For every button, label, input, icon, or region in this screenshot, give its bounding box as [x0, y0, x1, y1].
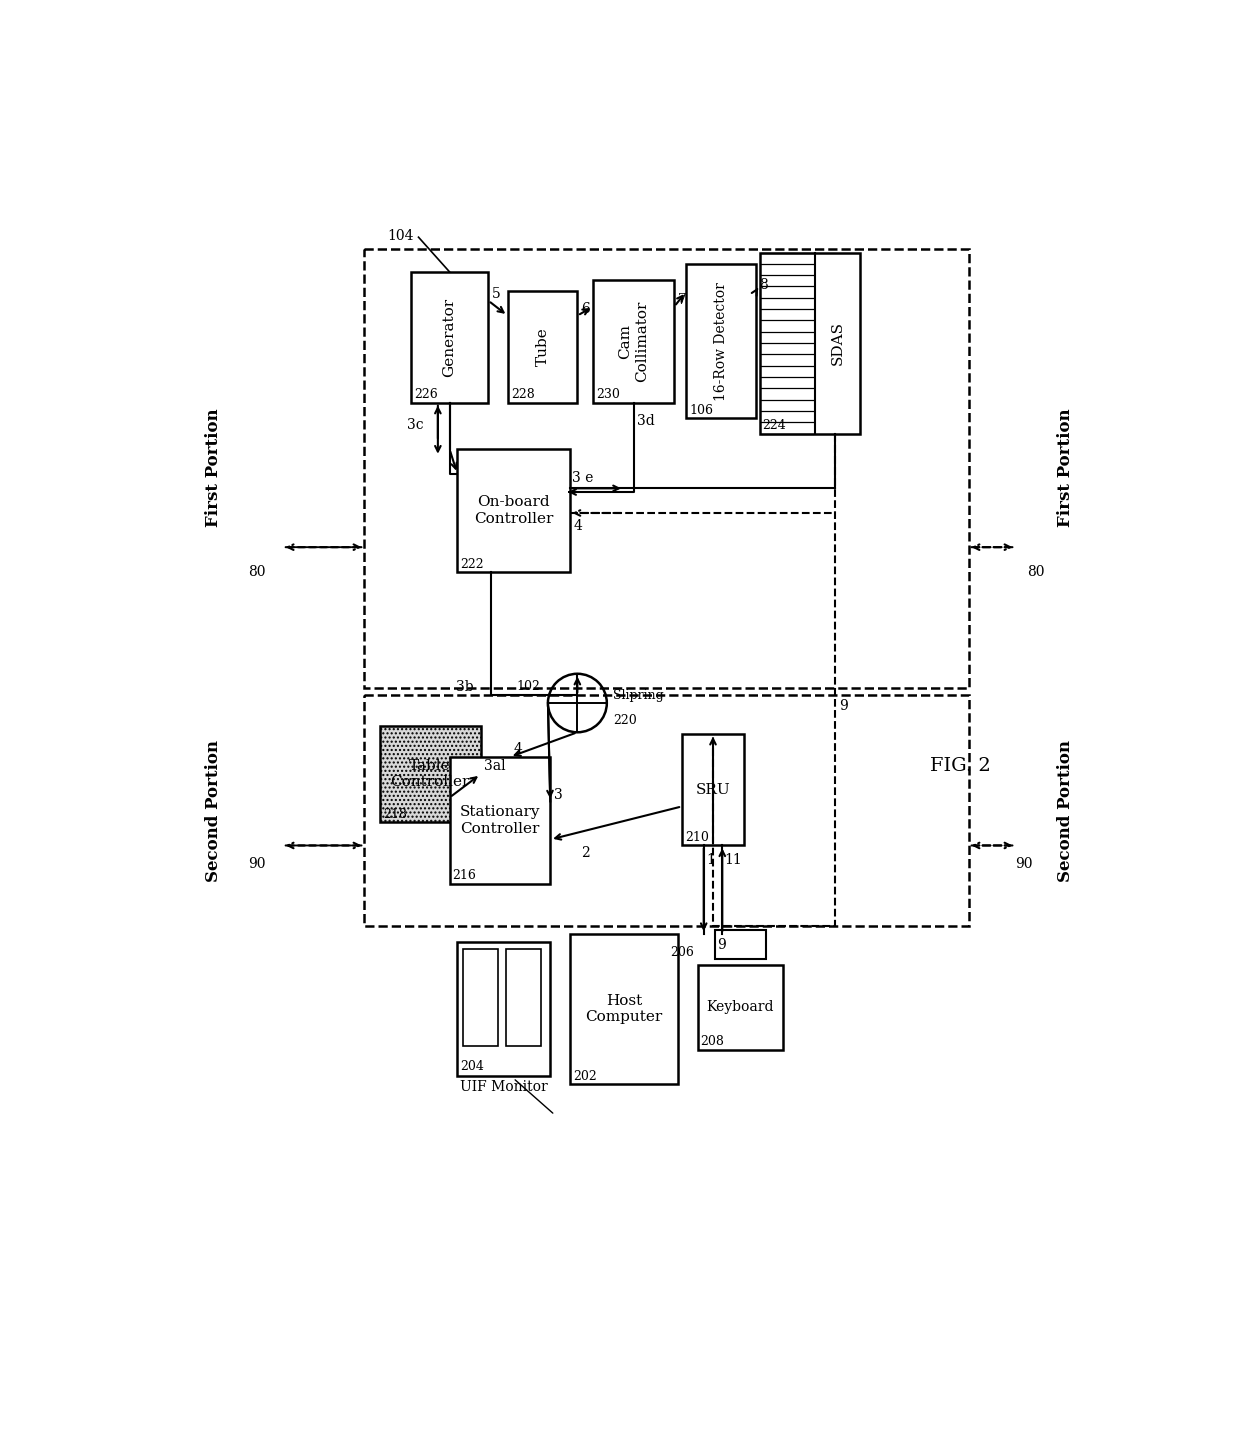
Text: SRU: SRU [696, 783, 730, 797]
Text: Slipring: Slipring [613, 688, 663, 701]
Text: On-board
Controller: On-board Controller [474, 495, 553, 525]
Text: 11: 11 [724, 853, 743, 867]
FancyBboxPatch shape [506, 949, 541, 1046]
FancyBboxPatch shape [464, 949, 498, 1046]
Text: 80: 80 [1027, 565, 1044, 578]
Text: Second Portion: Second Portion [1058, 740, 1074, 881]
Text: 4: 4 [513, 741, 523, 756]
FancyBboxPatch shape [697, 964, 782, 1049]
Text: First Portion: First Portion [205, 409, 222, 528]
Text: Generator: Generator [443, 298, 456, 376]
Text: 3b: 3b [456, 680, 474, 694]
FancyBboxPatch shape [682, 734, 744, 846]
Text: 3: 3 [554, 787, 563, 801]
Text: 228: 228 [511, 388, 534, 401]
FancyBboxPatch shape [507, 290, 578, 402]
FancyBboxPatch shape [569, 934, 678, 1085]
FancyBboxPatch shape [686, 265, 755, 418]
Text: 1: 1 [706, 853, 715, 867]
Text: 3d: 3d [637, 414, 655, 428]
Text: 220: 220 [613, 714, 637, 727]
Text: 216: 216 [453, 870, 476, 883]
Text: 4: 4 [573, 519, 583, 534]
Text: 90: 90 [1016, 857, 1033, 871]
Text: 3 e: 3 e [572, 471, 593, 485]
Text: 224: 224 [763, 419, 786, 432]
Text: FIG. 2: FIG. 2 [930, 757, 991, 776]
Text: 210: 210 [684, 831, 709, 844]
FancyBboxPatch shape [593, 279, 675, 402]
Text: Stationary
Controller: Stationary Controller [460, 806, 541, 836]
Text: Cam
Collimator: Cam Collimator [619, 301, 649, 382]
Text: 230: 230 [596, 388, 620, 401]
Text: 202: 202 [573, 1069, 596, 1083]
Text: 3c: 3c [407, 418, 424, 432]
FancyBboxPatch shape [458, 449, 569, 572]
Text: 8: 8 [759, 278, 769, 292]
FancyBboxPatch shape [449, 757, 551, 884]
Text: 90: 90 [248, 857, 265, 871]
Text: 204: 204 [460, 1060, 485, 1073]
Text: 106: 106 [689, 404, 713, 416]
FancyBboxPatch shape [410, 272, 489, 402]
Text: Keyboard: Keyboard [707, 1000, 774, 1015]
Text: UIF Monitor: UIF Monitor [460, 1080, 548, 1095]
FancyBboxPatch shape [759, 252, 861, 434]
Text: 218: 218 [383, 809, 407, 821]
Text: Tube: Tube [536, 328, 549, 366]
Text: Host
Computer: Host Computer [585, 995, 662, 1025]
Text: 7: 7 [678, 293, 687, 306]
Text: 9: 9 [839, 700, 848, 713]
Text: 208: 208 [701, 1035, 724, 1047]
Text: First Portion: First Portion [1058, 409, 1074, 528]
Text: 9: 9 [717, 937, 725, 952]
Text: 5: 5 [492, 286, 501, 301]
Text: 206: 206 [671, 946, 694, 959]
Text: 222: 222 [460, 558, 484, 571]
FancyBboxPatch shape [714, 930, 766, 959]
FancyBboxPatch shape [379, 726, 481, 823]
Text: 102: 102 [517, 680, 541, 693]
Text: 104: 104 [387, 229, 414, 243]
Text: 16-Row Detector: 16-Row Detector [714, 282, 728, 401]
FancyBboxPatch shape [458, 942, 551, 1076]
Text: 226: 226 [414, 388, 438, 401]
Text: Table
Controller: Table Controller [391, 758, 470, 790]
Text: 6: 6 [582, 302, 590, 316]
Text: SDAS: SDAS [831, 321, 844, 365]
Text: 80: 80 [248, 565, 265, 578]
Text: Second Portion: Second Portion [205, 740, 222, 881]
Text: 2: 2 [582, 846, 590, 860]
Text: 3al: 3al [485, 758, 506, 773]
